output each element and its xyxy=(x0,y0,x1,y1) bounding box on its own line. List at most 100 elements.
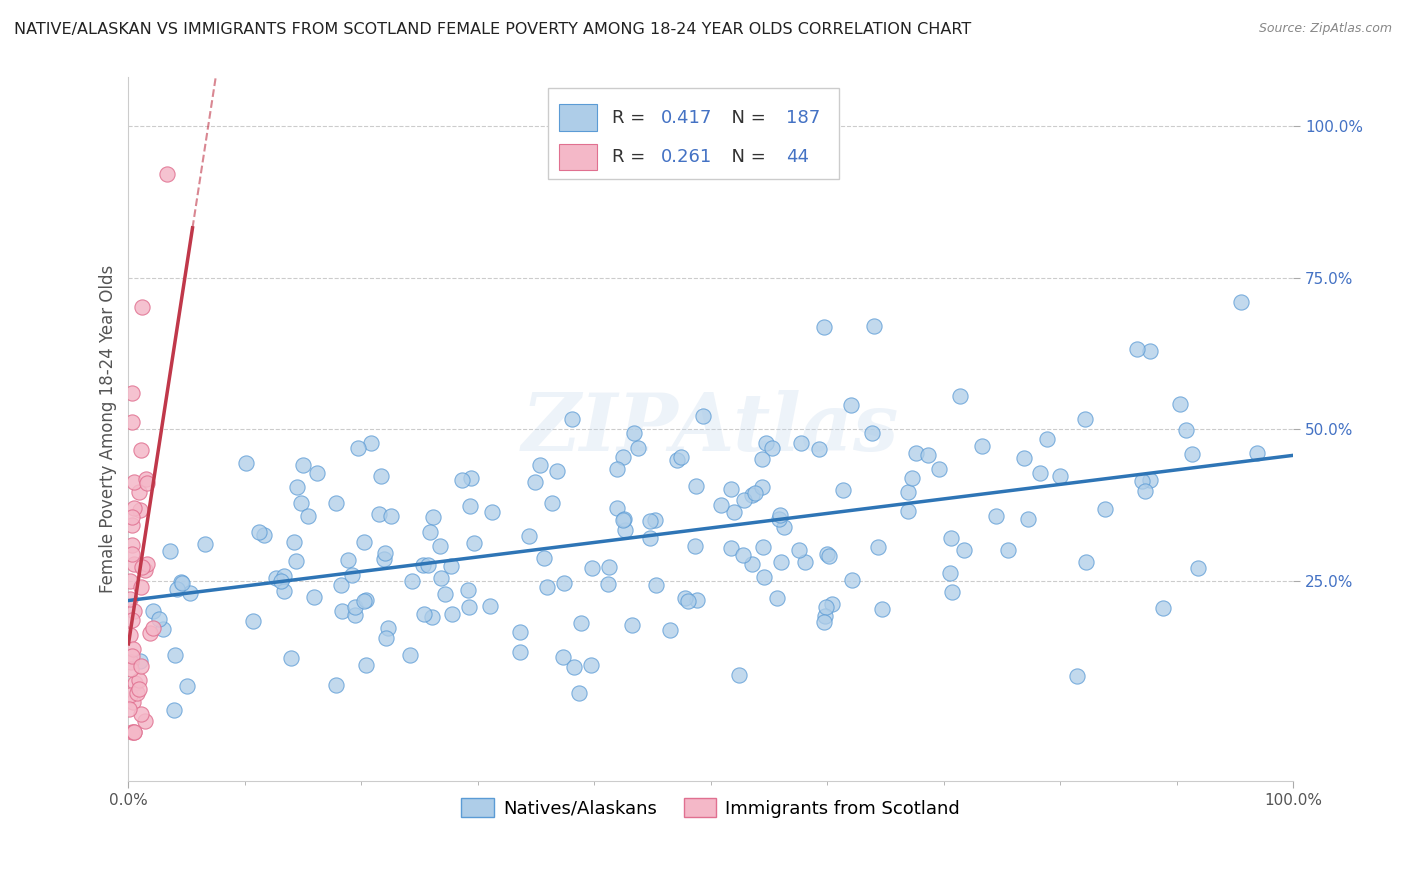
Point xyxy=(612,513,634,527)
Point xyxy=(121,695,143,709)
Point xyxy=(121,386,143,401)
Point xyxy=(122,500,145,515)
Point xyxy=(1246,446,1268,460)
Point xyxy=(121,510,143,524)
Point xyxy=(613,512,636,526)
Point xyxy=(124,675,146,690)
FancyBboxPatch shape xyxy=(560,104,596,131)
Text: ZIPAtlas: ZIPAtlas xyxy=(522,391,900,468)
Point xyxy=(638,514,661,528)
Point xyxy=(458,499,481,513)
Point xyxy=(1049,469,1071,483)
Point xyxy=(536,580,558,594)
Point xyxy=(710,499,733,513)
Point xyxy=(122,725,145,739)
Point xyxy=(290,495,312,509)
Point xyxy=(121,538,143,552)
Point xyxy=(897,504,920,518)
Point xyxy=(360,435,382,450)
Point xyxy=(460,471,482,485)
Point xyxy=(561,412,583,426)
Point xyxy=(253,528,276,542)
Point xyxy=(451,473,474,487)
Point xyxy=(523,475,546,489)
Point xyxy=(128,484,150,499)
Point xyxy=(671,450,693,464)
Point xyxy=(941,585,963,599)
Point xyxy=(720,482,742,496)
Point xyxy=(367,507,389,521)
Point xyxy=(156,167,179,181)
Point xyxy=(131,706,153,721)
Point xyxy=(905,446,928,460)
Point xyxy=(136,557,159,571)
Point xyxy=(1076,555,1098,569)
Point xyxy=(122,558,145,572)
Point xyxy=(353,594,375,608)
Point xyxy=(285,480,308,494)
Point xyxy=(623,426,645,441)
Point xyxy=(761,441,783,455)
Point xyxy=(769,508,792,522)
Point xyxy=(179,586,201,600)
Point xyxy=(579,658,602,673)
Point xyxy=(375,631,398,645)
Point xyxy=(598,560,620,574)
FancyBboxPatch shape xyxy=(560,144,596,170)
Point xyxy=(529,458,551,473)
Point xyxy=(121,415,143,429)
Point xyxy=(370,469,392,483)
Point xyxy=(863,319,886,334)
Point xyxy=(463,536,485,550)
Point xyxy=(120,628,142,642)
Point xyxy=(347,441,370,455)
Point xyxy=(821,597,844,611)
Point xyxy=(120,662,142,676)
Text: 187: 187 xyxy=(786,109,821,127)
Point xyxy=(117,702,139,716)
Point xyxy=(621,618,644,632)
Point xyxy=(638,532,661,546)
Point xyxy=(118,688,141,702)
Point xyxy=(686,593,709,607)
Point xyxy=(163,648,186,662)
Point xyxy=(170,575,193,590)
Point xyxy=(121,649,143,664)
Point xyxy=(121,547,143,561)
Point xyxy=(917,448,939,462)
Point xyxy=(1181,447,1204,461)
Point xyxy=(612,450,634,464)
Point xyxy=(142,604,165,618)
Point xyxy=(344,599,367,614)
Point xyxy=(953,543,976,558)
Point xyxy=(479,599,502,614)
Point xyxy=(457,600,479,615)
Point xyxy=(569,616,592,631)
Point xyxy=(353,534,375,549)
Point xyxy=(343,607,366,622)
Point xyxy=(1066,669,1088,683)
Point xyxy=(129,580,152,594)
Point xyxy=(380,508,402,523)
Point xyxy=(305,467,328,481)
Point xyxy=(340,568,363,582)
Point xyxy=(329,578,352,592)
Point xyxy=(1094,501,1116,516)
Point xyxy=(354,658,377,673)
Point xyxy=(148,612,170,626)
Point xyxy=(412,558,434,572)
Point xyxy=(562,659,585,673)
Point xyxy=(284,554,307,568)
Point xyxy=(598,577,620,591)
Point xyxy=(939,566,962,580)
Text: NATIVE/ALASKAN VS IMMIGRANTS FROM SCOTLAND FEMALE POVERTY AMONG 18-24 YEAR OLDS : NATIVE/ALASKAN VS IMMIGRANTS FROM SCOTLA… xyxy=(14,22,972,37)
Text: Source: ZipAtlas.com: Source: ZipAtlas.com xyxy=(1258,22,1392,36)
Point xyxy=(790,435,813,450)
Point xyxy=(509,645,531,659)
Point xyxy=(541,495,564,509)
Point xyxy=(984,508,1007,523)
Point xyxy=(129,658,152,673)
Point xyxy=(374,546,396,560)
Point xyxy=(118,591,141,606)
Point xyxy=(121,613,143,627)
